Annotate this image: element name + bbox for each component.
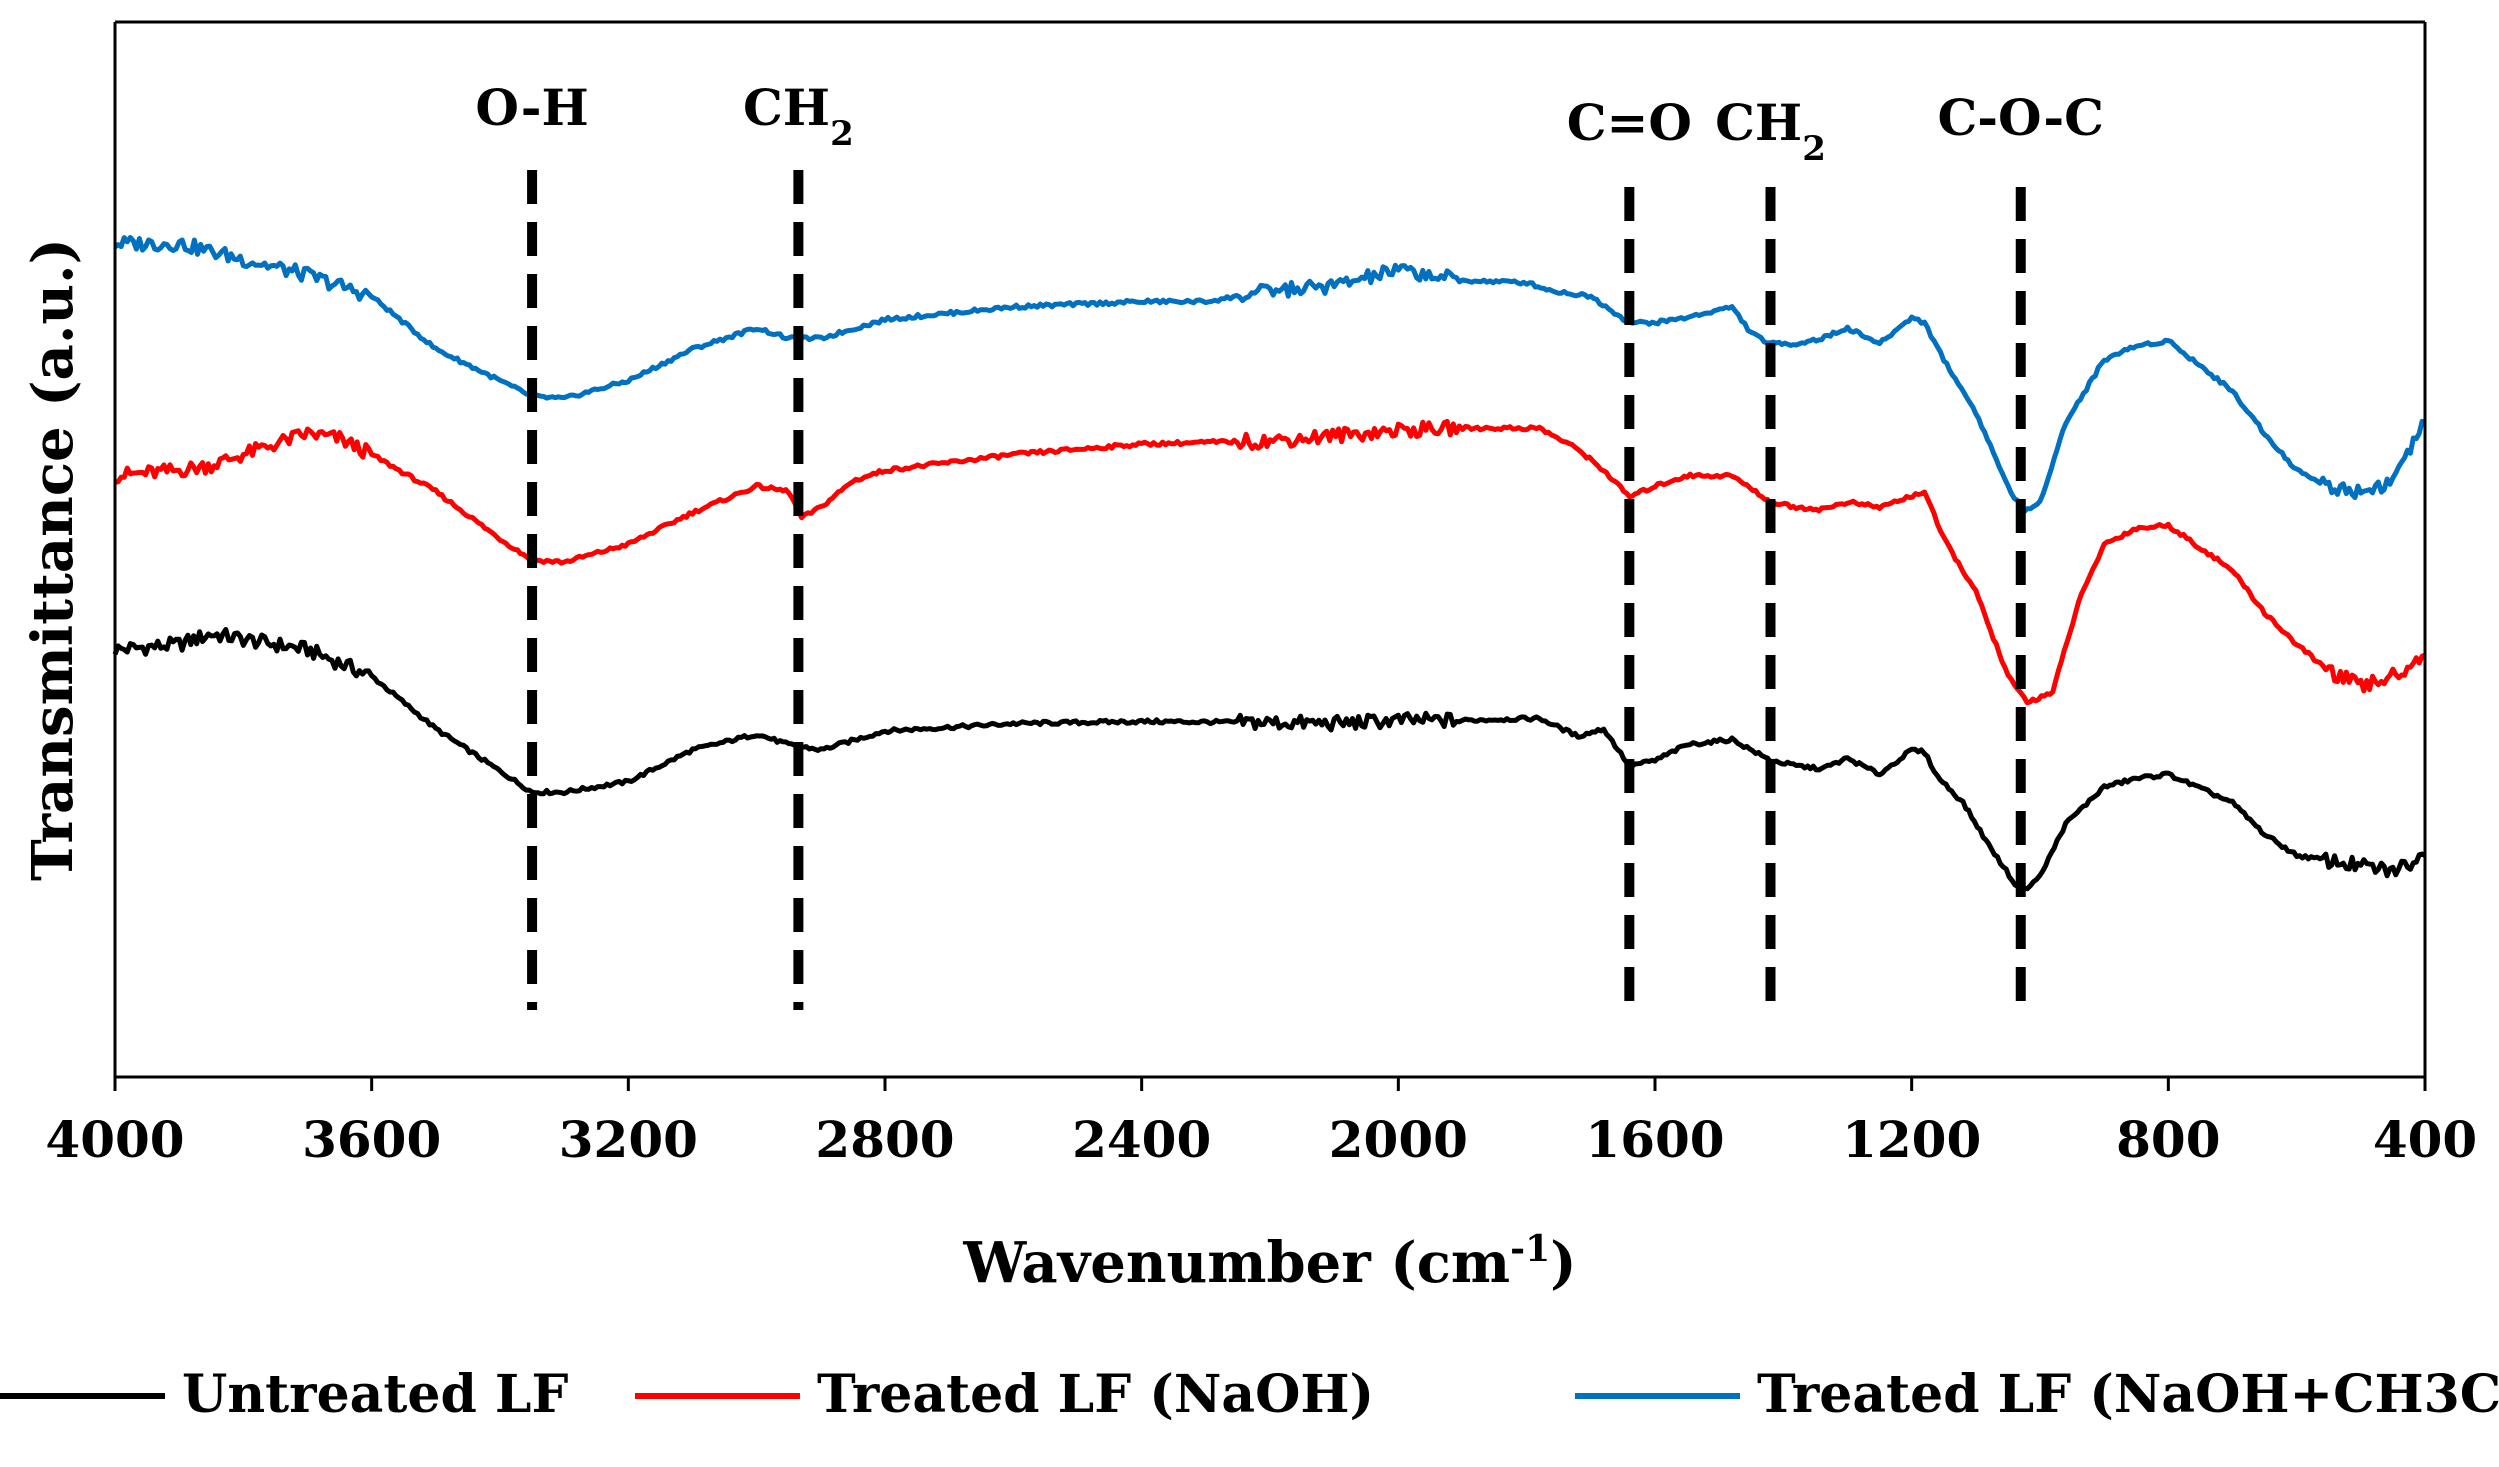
series-line-2 bbox=[114, 418, 2426, 706]
x-tick-label-8: 1200 bbox=[1842, 1110, 1981, 1169]
x-axis-title-superscript: -1 bbox=[1510, 1228, 1550, 1270]
x-tick-label-6: 2000 bbox=[1329, 1110, 1468, 1169]
x-tick-label-7: 1600 bbox=[1585, 1110, 1724, 1169]
x-tick-label-10: 400 bbox=[2373, 1110, 2477, 1169]
peak-label-subscript: 2 bbox=[1802, 129, 1826, 169]
peak-label-subscript: 2 bbox=[830, 114, 854, 154]
legend-label-2: Treated LF (NaOH) bbox=[817, 1364, 1374, 1425]
x-tick-label-9: 800 bbox=[2116, 1110, 2220, 1169]
x-tick-label-2: 3600 bbox=[302, 1110, 441, 1169]
peak-label-4: CH2 bbox=[1715, 93, 1826, 169]
x-axis-title: Wavenumber (cm-1) bbox=[962, 1228, 1576, 1296]
series-layer bbox=[112, 235, 2427, 897]
peak-label-5: C-O-C bbox=[1938, 88, 2104, 147]
peak-label-3: C=O bbox=[1567, 93, 1692, 152]
x-tick-label-5: 2400 bbox=[1072, 1110, 1211, 1169]
legend: Untreated LF Treated LF (NaOH) Treated LF … bbox=[0, 1364, 2499, 1425]
x-tick-label-4: 2800 bbox=[815, 1110, 954, 1169]
peak-marker-layer: O-H CH2 C=O CH2 C-O-C bbox=[475, 78, 2104, 1010]
legend-label-1: Untreated LF bbox=[182, 1364, 568, 1425]
peak-label-1: O-H bbox=[475, 78, 588, 137]
y-axis-title: Transmittance (a.u.) bbox=[20, 238, 86, 881]
x-tick-label-3: 3200 bbox=[559, 1110, 698, 1169]
series-line-1 bbox=[112, 627, 2427, 897]
legend-label-3: Treated LF (NaOH+CH3COOH) bbox=[1757, 1364, 2499, 1425]
axis-layer: 4000 3600 3200 2800 2400 2000 1600 1200 800 400 Wa… bbox=[20, 20, 2477, 1296]
series-line-3 bbox=[113, 235, 2427, 515]
peak-label-2: CH2 bbox=[743, 78, 854, 154]
x-axis-title-close: ) bbox=[1550, 1230, 1577, 1296]
x-tick-label-1: 4000 bbox=[45, 1110, 184, 1169]
